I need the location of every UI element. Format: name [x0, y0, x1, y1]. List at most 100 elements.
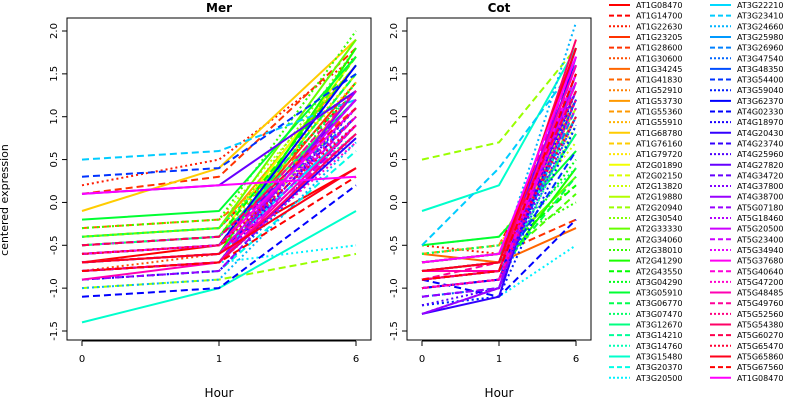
y-tick-label: 0.5 [389, 152, 400, 168]
x-tick-label: 0 [79, 354, 85, 365]
legend-label: AT4G27820 [737, 161, 783, 170]
legend-label: AT1G30600 [636, 54, 682, 63]
legend-label: AT3G14210 [636, 331, 682, 340]
legend-label: AT5G54380 [737, 321, 783, 330]
legend-label: AT5G20500 [737, 225, 783, 234]
series-line-mer-at1g08470 [81, 175, 357, 195]
legend-label: AT3G04290 [636, 278, 682, 287]
legend-label: AT4G18970 [737, 118, 783, 127]
series-line-mer-at3g05910 [81, 56, 357, 221]
legend-label: AT2G30540 [636, 214, 682, 223]
legend-label: AT3G59040 [737, 86, 783, 95]
legend-label: AT2G01890 [636, 161, 682, 170]
series-line-cot-at5g65860 [421, 47, 577, 272]
x-tick-label: 1 [496, 354, 502, 365]
legend-label: AT5G23400 [737, 235, 783, 244]
y-tick-label: 1.5 [49, 66, 60, 82]
legend-label: AT3G62370 [737, 97, 783, 106]
series-line-mer-at3g23410 [81, 98, 357, 161]
legend-label: AT3G07470 [636, 310, 682, 319]
series-line-mer-at1g22630 [81, 55, 357, 187]
series-line-cot-at3g23410 [421, 64, 577, 247]
legend-label: AT2G20940 [636, 203, 682, 212]
legend-label: AT2G38010 [636, 246, 682, 255]
series-line-mer-at5g65470 [81, 124, 357, 255]
y-tick-label: -1.5 [389, 321, 400, 341]
y-tick-label: 0.0 [49, 194, 60, 210]
series-lines-cot [421, 22, 577, 315]
y-axis-mer: -1.5 -1.0 -0.5 0.0 0.5 1.0 1.5 2.0 [49, 23, 68, 341]
series-line-mer-at4g02330 [81, 184, 357, 298]
panel-mer: Mer -1.5 -1.0 -0.5 0.0 0.5 1.0 1.5 2.0 0 1 6 Hour [49, 1, 372, 400]
x-axis-cot: 0 1 6 [419, 340, 579, 365]
y-axis-cot: -1.5 -1.0 -0.5 0.0 0.5 1.0 1.5 2.0 [389, 23, 408, 341]
legend-label: AT1G41830 [636, 76, 682, 85]
legend-label: AT5G48485 [737, 289, 783, 298]
legend-label: AT3G24660 [737, 22, 783, 31]
legend-label: AT1G14700 [636, 12, 682, 21]
legend-label: AT1G52910 [636, 86, 682, 95]
legend-label: AT4G37800 [737, 182, 783, 191]
series-line-cot-at3g15480 [421, 47, 577, 212]
y-tick-label: 1.5 [389, 66, 400, 82]
legend-label: AT3G12670 [636, 321, 682, 330]
legend-label: AT5G52560 [737, 310, 783, 319]
series-line-mer-at3g54400 [81, 73, 357, 178]
legend-label: AT4G34720 [737, 171, 783, 180]
y-tick-label: 2.0 [389, 23, 400, 39]
y-tick-label: -1.0 [49, 278, 60, 298]
series-line-cot-at1g22630 [421, 116, 577, 255]
x-tick-label: 0 [419, 354, 425, 365]
legend-label: AT1G28600 [636, 44, 682, 53]
legend-label: AT5G65860 [737, 352, 783, 361]
legend-label: AT5G37680 [737, 257, 783, 266]
legend-label: AT1G55910 [636, 118, 682, 127]
legend-label: AT1G79720 [636, 150, 682, 159]
legend-label: AT4G02330 [737, 108, 783, 117]
legend-label: AT1G23205 [636, 33, 682, 42]
series-line-mer-at1g28600 [81, 47, 357, 195]
legend-label: AT2G34060 [636, 235, 682, 244]
legend-label: AT1G34245 [636, 65, 682, 74]
legend-label: AT5G07180 [737, 203, 783, 212]
plot-frame-cot [406, 17, 592, 341]
y-tick-label: 0.0 [389, 194, 400, 210]
legend-label: AT3G26960 [737, 44, 783, 53]
legend-label: AT3G54400 [737, 76, 783, 85]
legend-label: AT3G06770 [636, 299, 682, 308]
legend-label: AT3G23410 [737, 12, 783, 21]
series-line-mer-at5g60270 [81, 107, 357, 247]
panel-title-cot: Cot [488, 1, 511, 15]
legend-label: AT5G60270 [737, 331, 783, 340]
series-line-cot-at2g20940 [421, 47, 577, 161]
legend-label: AT2G13820 [636, 182, 682, 191]
panel-title-mer: Mer [206, 1, 232, 15]
y-axis-label: centered expression [0, 144, 11, 256]
y-tick-label: 1.0 [49, 109, 60, 125]
legend-label: AT1G22630 [636, 22, 682, 31]
series-line-cot-at1g08470 [421, 56, 577, 264]
legend-label: AT5G18460 [737, 214, 783, 223]
legend-label: AT5G40640 [737, 267, 783, 276]
legend-label: AT2G19880 [636, 193, 682, 202]
y-tick-label: 2.0 [49, 23, 60, 39]
series-line-cot-at3g07470 [421, 167, 577, 255]
legend-label: AT3G48350 [737, 65, 783, 74]
legend-label: AT1G08470 [737, 374, 783, 383]
legend-label: AT3G25980 [737, 33, 783, 42]
legend-label: AT2G33330 [636, 225, 682, 234]
series-line-cot-at3g59040 [421, 124, 577, 307]
y-tick-label: 0.5 [49, 152, 60, 168]
legend-label: AT5G47200 [737, 278, 783, 287]
legend-label: AT3G15480 [636, 352, 682, 361]
y-tick-label: -1.5 [49, 321, 60, 341]
legend-label: AT3G05910 [636, 289, 682, 298]
series-line-mer-at5g67560 [81, 175, 357, 272]
series-lines-mer [81, 30, 357, 324]
legend-label: AT3G47540 [737, 54, 783, 63]
series-line-cot-at5g67560 [421, 73, 577, 281]
legend-label: AT5G67560 [737, 363, 783, 372]
series-line-mer-at1g30600 [81, 124, 357, 272]
legend-label: AT1G68780 [636, 129, 682, 138]
